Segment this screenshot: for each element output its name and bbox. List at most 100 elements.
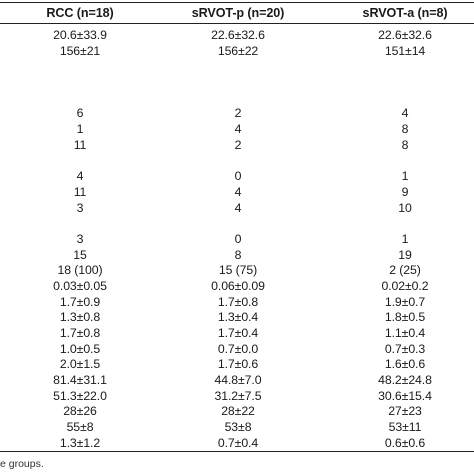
table-row: 55±8 53±8 53±11 xyxy=(0,419,474,435)
table-row: 3 0 1 xyxy=(0,231,474,247)
table-row: 1.7±0.9 1.7±0.8 1.9±0.7 xyxy=(0,294,474,310)
table-cell-srvot-a: 27±23 xyxy=(388,404,422,419)
table-row: 1.3±1.2 0.7±0.4 0.6±0.6 xyxy=(0,435,474,451)
table-cell-rcc: 51.3±22.0 xyxy=(53,388,107,403)
table-row xyxy=(0,215,474,231)
table-footnote: e groups. xyxy=(0,458,44,470)
table-bottom-rule xyxy=(0,451,474,452)
table-row: 1.7±0.8 1.7±0.4 1.1±0.4 xyxy=(0,325,474,341)
table-row xyxy=(0,74,474,90)
table-row: 81.4±31.1 44.8±7.0 48.2±24.8 xyxy=(0,372,474,388)
table-row: 51.3±22.0 31.2±7.5 30.6±15.4 xyxy=(0,388,474,404)
table-cell-srvot-p: 4 xyxy=(234,122,242,137)
table-cell-srvot-p: 4 xyxy=(234,184,242,199)
table-cell-rcc: 0.03±0.05 xyxy=(53,278,107,293)
table-row: 1.0±0.5 0.7±0.0 0.7±0.3 xyxy=(0,341,474,357)
table-cell-srvot-a: 9 xyxy=(401,184,409,199)
table-cell-srvot-p: 53±8 xyxy=(224,420,252,434)
table-cell-srvot-p: 2 xyxy=(234,106,242,121)
table-cell-srvot-p: 4 xyxy=(234,200,242,215)
table-cell-rcc: 1.0±0.5 xyxy=(59,341,101,356)
table-row: 18 (100) 15 (75) 2 (25) xyxy=(0,262,474,278)
table-cell-rcc: 156±21 xyxy=(59,43,101,58)
table-cell-rcc: 1.3±1.2 xyxy=(59,435,101,450)
table-cell-srvot-a: 53±11 xyxy=(388,420,422,434)
table-row: 4 0 1 xyxy=(0,168,474,184)
table-cell-srvot-a: 19 xyxy=(398,247,412,262)
table-cell-srvot-a: 1.8±0.5 xyxy=(384,310,426,325)
column-header-srvot-p: sRVOT-p (n=20) xyxy=(191,6,285,20)
table-cell-srvot-p: 0.7±0.4 xyxy=(217,435,259,450)
table-row: 2.0±1.5 1.7±0.6 1.6±0.6 xyxy=(0,356,474,372)
table-row xyxy=(0,58,474,74)
table-cell-rcc: 4 xyxy=(76,169,84,184)
table-cell-rcc: 2.0±1.5 xyxy=(59,357,101,372)
table-header-rule xyxy=(0,23,474,24)
table-cell-srvot-a: 8 xyxy=(401,137,409,152)
table-row: 28±26 28±22 27±23 xyxy=(0,403,474,419)
table-cell-srvot-p: 1.7±0.6 xyxy=(217,357,259,372)
table-cell-srvot-a: 22.6±32.6 xyxy=(378,28,432,42)
table-cell-rcc: 18 (100) xyxy=(57,263,103,278)
table-cell-srvot-p: 44.8±7.0 xyxy=(214,373,262,387)
table-cell-srvot-p: 1.7±0.4 xyxy=(217,325,259,340)
table-cell-srvot-a: 0.02±0.2 xyxy=(381,278,429,293)
table-cell-srvot-a: 1 xyxy=(401,169,409,184)
table-row xyxy=(0,152,474,168)
table-cell-srvot-a: 0.7±0.3 xyxy=(384,341,426,356)
table-cell-rcc: 11 xyxy=(73,137,87,152)
table-cell-rcc: 3 xyxy=(76,231,84,246)
table-cell-rcc: 11 xyxy=(73,184,87,199)
table-top-rule xyxy=(0,2,474,3)
table-cell-srvot-p: 1.3±0.4 xyxy=(217,310,259,325)
table-cell-srvot-a: 1.1±0.4 xyxy=(384,325,426,340)
table-row: 1 4 8 xyxy=(0,121,474,137)
table-cell-rcc: 1.7±0.9 xyxy=(59,294,101,309)
table-cell-srvot-p: 31.2±7.5 xyxy=(214,388,262,403)
table-cell-rcc: 1.7±0.8 xyxy=(59,325,101,340)
column-header-srvot-a: sRVOT-a (n=8) xyxy=(362,6,448,20)
table-cell-srvot-p: 1.7±0.8 xyxy=(217,294,259,309)
table-row: 0.03±0.05 0.06±0.09 0.02±0.2 xyxy=(0,278,474,294)
table-cell-srvot-a: 48.2±24.8 xyxy=(378,373,432,387)
table-cell-rcc: 28±26 xyxy=(63,404,97,419)
table-cell-rcc: 20.6±33.9 xyxy=(53,28,107,42)
table-cell-srvot-a: 2 (25) xyxy=(389,263,421,278)
table-cell-srvot-p: 0 xyxy=(234,169,242,184)
table-cell-rcc: 15 xyxy=(73,247,87,262)
table-cell-rcc: 3 xyxy=(76,200,84,215)
table-header-row: RCC (n=18) sRVOT-p (n=20) sRVOT-a (n=8) xyxy=(0,5,474,21)
table-row: 3 4 10 xyxy=(0,200,474,216)
table-cell-rcc: 81.4±31.1 xyxy=(53,373,107,387)
table-cell-rcc: 6 xyxy=(76,106,84,121)
table-cell-srvot-a: 151±14 xyxy=(384,43,426,58)
table-row: 6 2 4 xyxy=(0,105,474,121)
table-cell-srvot-p: 0 xyxy=(234,231,242,246)
table-cell-srvot-p: 0.7±0.0 xyxy=(217,341,259,356)
table-cell-srvot-p: 15 (75) xyxy=(218,263,258,278)
table-cell-srvot-p: 22.6±32.6 xyxy=(211,28,265,42)
table-cell-srvot-a: 4 xyxy=(401,106,409,121)
table-row: 11 2 8 xyxy=(0,137,474,153)
table-cell-srvot-p: 0.06±0.09 xyxy=(211,278,265,293)
table-cell-rcc: 1.3±0.8 xyxy=(59,310,101,325)
table-cell-rcc: 1 xyxy=(76,122,84,137)
table-cell-rcc: 55±8 xyxy=(66,420,94,434)
column-header-rcc: RCC (n=18) xyxy=(46,6,114,20)
table-cell-srvot-p: 156±22 xyxy=(217,43,259,58)
table-row: 20.6±33.9 22.6±32.6 22.6±32.6 xyxy=(0,27,474,43)
table-cell-srvot-a: 8 xyxy=(401,122,409,137)
table-cell-srvot-p: 28±22 xyxy=(221,404,255,419)
table-row: 1.3±0.8 1.3±0.4 1.8±0.5 xyxy=(0,309,474,325)
table-cell-srvot-a: 30.6±15.4 xyxy=(378,388,432,403)
table-cell-srvot-p: 2 xyxy=(234,137,242,152)
table-cell-srvot-a: 0.6±0.6 xyxy=(384,435,426,450)
table-cell-srvot-a: 10 xyxy=(398,200,412,215)
table-cell-srvot-a: 1 xyxy=(401,231,409,246)
table-cell-srvot-a: 1.6±0.6 xyxy=(384,357,426,372)
table-cell-srvot-p: 8 xyxy=(234,247,242,262)
table-row: 15 8 19 xyxy=(0,247,474,263)
table-cell-srvot-a: 1.9±0.7 xyxy=(384,294,426,309)
table-row xyxy=(0,90,474,106)
